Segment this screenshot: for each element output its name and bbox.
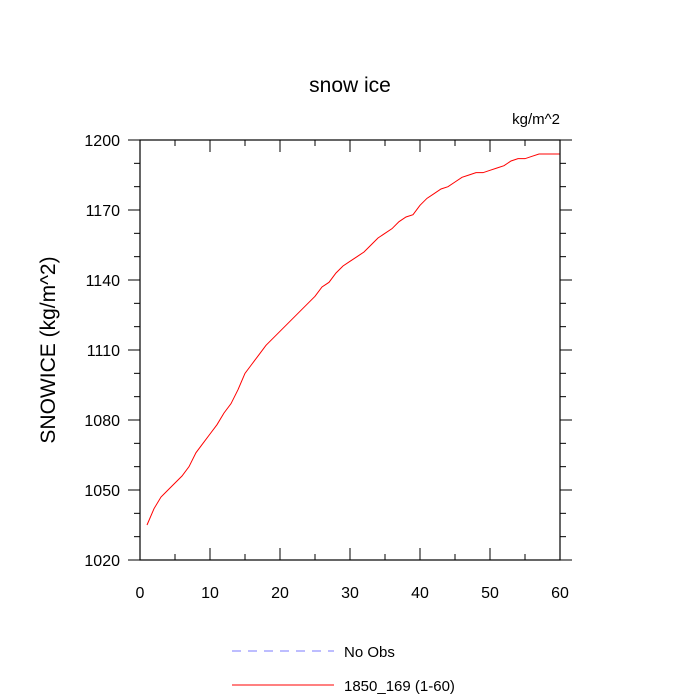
y-tick-label: 1020 [84,553,120,570]
y-tick-label: 1050 [84,483,120,500]
units-label: kg/m^2 [512,111,560,128]
chart-title: snow ice [309,74,391,97]
x-tick-label: 50 [481,585,499,602]
series-layer [146,153,560,526]
legend-label: 1850_169 (1-60) [344,678,455,695]
x-tick-label: 0 [136,585,145,602]
legend: No Obs 1850_169 (1-60) [232,644,455,695]
x-tick-label: 60 [551,585,569,602]
x-tick-label: 40 [411,585,429,602]
y-tick-label: 1140 [86,273,121,290]
y-tick-label: 1110 [87,343,120,360]
legend-label: No Obs [344,644,395,661]
y-tick-label: 1080 [84,413,120,430]
series-line [146,153,560,526]
y-tick-label: 1170 [86,203,121,220]
x-tick-label: 20 [271,585,289,602]
x-tick-label: 30 [341,585,359,602]
axis-ticks [128,139,572,561]
x-tick-label: 10 [201,585,219,602]
plot-frame [139,139,561,561]
y-axis-label: SNOWICE (kg/m^2) [37,256,60,443]
tick-labels: 0 10 20 30 40 50 60102010501080111011401170120… [84,133,569,602]
y-tick-label: 1200 [84,133,120,150]
